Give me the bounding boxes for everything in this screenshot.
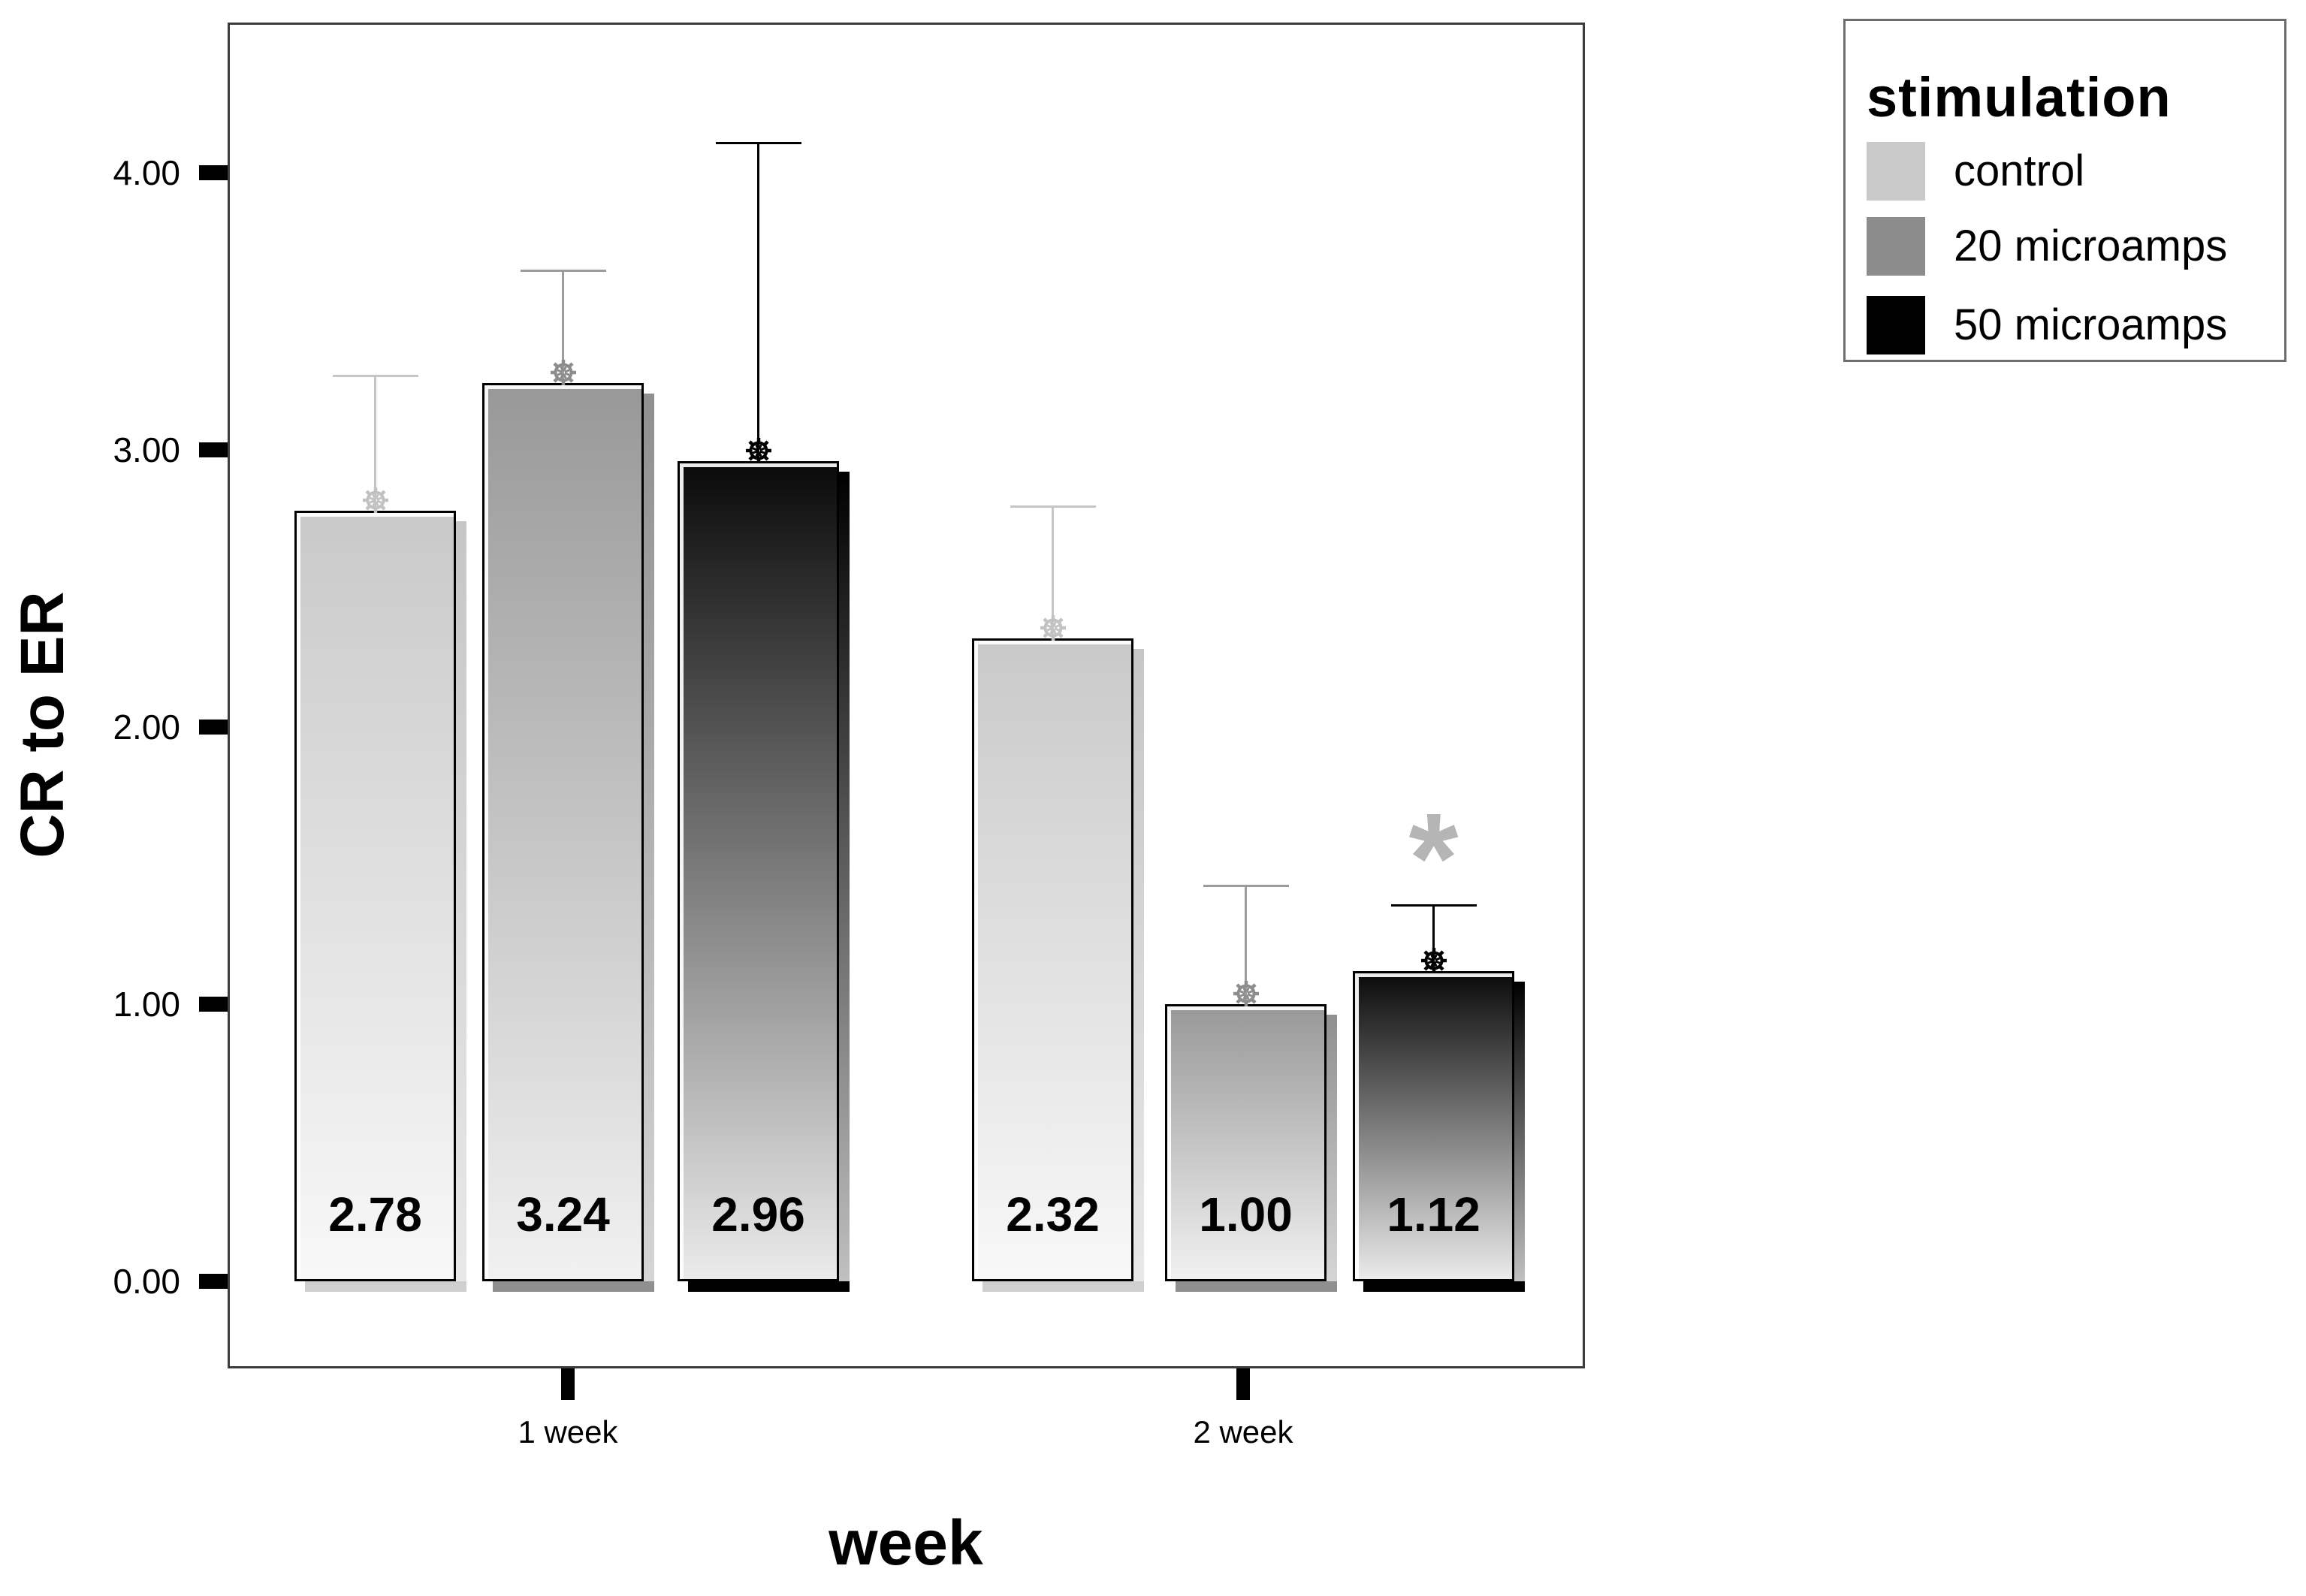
y-axis-tick-label: 2.00 (113, 707, 180, 747)
gear-marker-icon (1233, 980, 1260, 1007)
bar-shadow (688, 1281, 850, 1292)
bar-shadow (493, 1281, 654, 1292)
significance-asterisk: * (1408, 786, 1459, 930)
bar-shadow (982, 1281, 1144, 1292)
bar-1-week-control (294, 511, 456, 1281)
bar-1-week-50-microamps (678, 460, 839, 1281)
gear-marker-icon (1040, 614, 1067, 641)
x-axis-tick (561, 1368, 575, 1400)
y-axis-tick-label: 0.00 (113, 1262, 180, 1301)
gear-marker-icon (745, 437, 772, 464)
x-axis-title: week (829, 1507, 983, 1578)
bar-value-label: 2.78 (328, 1187, 422, 1242)
y-axis-tick-label: 4.00 (113, 153, 180, 192)
legend-item-label: control (1954, 146, 2085, 195)
y-axis-tick (199, 442, 228, 457)
legend-item-label: 50 microamps (1954, 300, 2228, 349)
bar-1-week-20-microamps (482, 383, 644, 1281)
bar-value-label: 2.96 (711, 1187, 805, 1242)
y-axis-title: CR to ER (8, 591, 77, 858)
gear-marker-icon (1420, 947, 1447, 974)
error-bar (757, 142, 759, 461)
x-axis-tick (1236, 1368, 1250, 1400)
gear-marker-icon (550, 359, 577, 386)
error-bar (374, 375, 376, 511)
bar-shadow (1363, 1281, 1525, 1292)
bar-shadow (1514, 981, 1525, 1281)
legend-item-label: 20 microamps (1954, 222, 2228, 270)
bar-value-label: 1.12 (1387, 1187, 1480, 1242)
error-bar (1052, 505, 1054, 638)
error-bar (1245, 885, 1247, 1004)
legend-item: 50 microamps (1867, 296, 2272, 354)
bar-shadow (839, 471, 850, 1281)
gear-marker-icon (362, 487, 389, 514)
y-axis-tick (199, 1274, 228, 1289)
bar-shadow (1133, 648, 1144, 1281)
bar-2-week-control (972, 638, 1133, 1281)
legend-swatch (1867, 217, 1925, 276)
bar-2-week-50-microamps (1353, 970, 1514, 1281)
bar-shadow (456, 521, 466, 1281)
legend-swatch (1867, 142, 1925, 201)
legend: stimulation control 20 microamps 50 microa… (1843, 19, 2286, 362)
legend-title: stimulation (1867, 66, 2172, 128)
bar-shadow (1176, 1281, 1337, 1292)
bar-2-week-20-microamps (1165, 1004, 1327, 1281)
legend-swatch (1867, 296, 1925, 354)
y-axis-tick-label: 3.00 (113, 430, 180, 469)
y-axis-tick (199, 165, 228, 180)
bar-value-label: 1.00 (1199, 1187, 1293, 1242)
error-bar (1432, 904, 1435, 971)
legend-item: control (1867, 142, 2272, 201)
y-axis-tick (199, 720, 228, 735)
y-axis-tick (199, 997, 228, 1012)
bar-shadow (305, 1281, 466, 1292)
bar-value-label: 3.24 (516, 1187, 610, 1242)
y-axis-tick-label: 1.00 (113, 985, 180, 1024)
bar-shadow (644, 394, 654, 1281)
x-axis-tick-label: 1 week (518, 1414, 618, 1450)
x-axis-tick-label: 2 week (1193, 1414, 1293, 1450)
bar-value-label: 2.32 (1006, 1187, 1100, 1242)
legend-item: 20 microamps (1867, 217, 2272, 276)
error-bar (562, 270, 564, 384)
bar-shadow (1327, 1015, 1337, 1281)
